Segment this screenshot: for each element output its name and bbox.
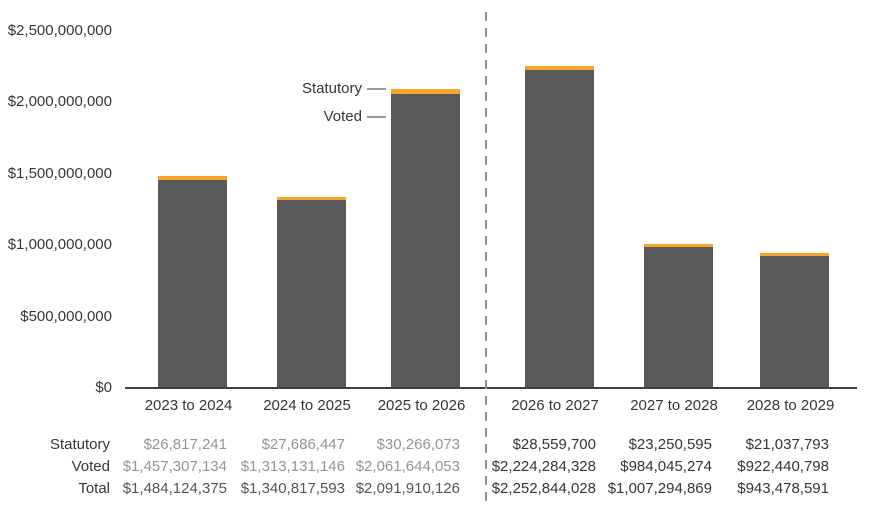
bar-segment-voted-2 [276, 200, 346, 388]
bar-segment-statutory-3 [391, 89, 460, 94]
table-cell-total-1: $1,484,124,375 [122, 480, 227, 497]
x-axis-category-label: 2024 to 2025 [263, 397, 351, 414]
table-cell-total-6: $943,478,591 [737, 480, 829, 497]
bar-segment-statutory-6 [760, 253, 829, 257]
table-cell-voted-3: $2,061,644,053 [355, 458, 460, 475]
table-cell-total-4: $2,252,844,028 [491, 480, 596, 497]
bar-segment-voted-5 [643, 247, 713, 388]
bar-segment-voted-6 [760, 256, 829, 388]
table-row-label-total: Total [78, 480, 110, 497]
series-annotation-label-voted: Voted [323, 108, 362, 125]
table-cell-statutory-5: $23,250,595 [628, 436, 712, 453]
table-cell-statutory-4: $28,559,700 [512, 436, 596, 453]
y-axis-tick-label: $1,000,000,000 [7, 236, 112, 254]
y-axis-tick-label: $2,000,000,000 [7, 93, 112, 111]
y-axis-tick-label: $1,500,000,000 [7, 164, 112, 182]
table-cell-voted-5: $984,045,274 [620, 458, 712, 475]
x-axis-category-label: 2023 to 2024 [144, 397, 233, 414]
table-cell-total-2: $1,340,817,593 [240, 480, 345, 497]
bar-segment-statutory-1 [158, 176, 227, 180]
series-annotation-label-statutory: Statutory [301, 80, 362, 97]
table-cell-statutory-3: $30,266,073 [376, 436, 460, 453]
x-axis-category-label: 2028 to 2029 [746, 397, 835, 414]
table-row-label-voted: Voted [71, 458, 110, 475]
y-axis-tick-label: $500,000,000 [20, 307, 112, 325]
table-cell-statutory-1: $26,817,241 [143, 436, 227, 453]
table-cell-total-5: $1,007,294,869 [607, 480, 712, 497]
table-row-label-statutory: Statutory [49, 436, 110, 453]
x-axis-category-label: 2025 to 2026 [377, 397, 466, 414]
table-cell-voted-4: $2,224,284,328 [491, 458, 596, 475]
series-annotation-dash-voted [367, 116, 386, 118]
table-cell-voted-6: $922,440,798 [737, 458, 829, 475]
table-cell-voted-1: $1,457,307,134 [122, 458, 227, 475]
bar-segment-voted-3 [391, 93, 460, 388]
table-cell-statutory-6: $21,037,793 [745, 436, 829, 453]
y-axis-tick-label: $0 [95, 379, 112, 396]
x-axis-category-label: 2026 to 2027 [511, 397, 599, 414]
forecast-divider-line [485, 12, 487, 501]
table-cell-voted-2: $1,313,131,146 [240, 458, 345, 475]
bar-segment-voted-1 [158, 179, 227, 388]
x-axis-category-label: 2027 to 2028 [630, 397, 718, 414]
bar-segment-statutory-2 [276, 196, 346, 201]
x-axis-line [125, 387, 857, 389]
table-cell-statutory-2: $27,686,447 [261, 436, 345, 453]
bar-segment-statutory-4 [524, 66, 594, 71]
series-annotation-dash-statutory [367, 88, 386, 90]
y-axis-tick-label: $2,500,000,000 [7, 22, 112, 39]
bar-segment-voted-4 [524, 70, 594, 388]
table-cell-total-3: $2,091,910,126 [355, 480, 460, 497]
bar-segment-statutory-5 [643, 244, 713, 248]
